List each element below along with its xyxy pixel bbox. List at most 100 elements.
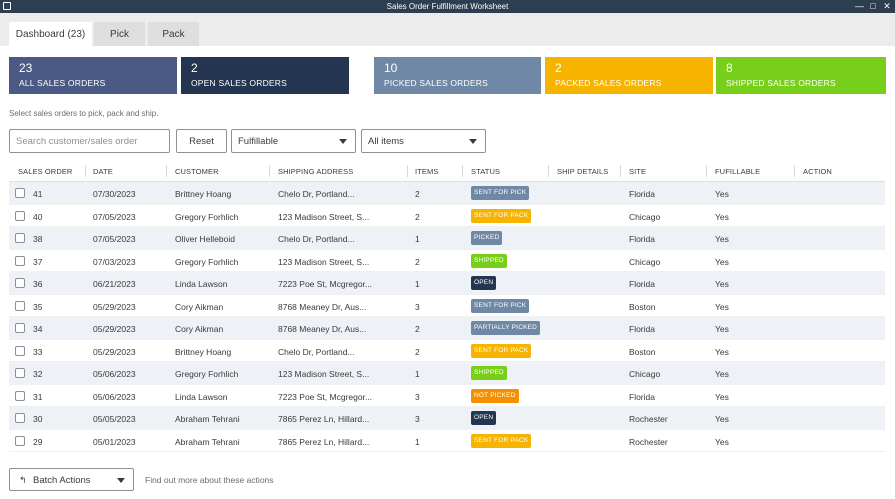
header-shipping-address[interactable]: SHIPPING ADDRESS [278, 167, 354, 176]
table-row[interactable]: 40 07/05/2023 Gregory Forhlich 123 Madis… [9, 205, 885, 227]
row-checkbox[interactable] [15, 278, 25, 288]
cell-fulfillable: Yes [715, 279, 729, 289]
table-row[interactable]: 31 05/06/2023 Linda Lawson 7223 Poe St, … [9, 385, 885, 407]
cell-fulfillable: Yes [715, 189, 729, 199]
cell-site: Chicago [629, 211, 661, 222]
column-divider[interactable] [794, 165, 795, 177]
minimize-icon[interactable]: — [855, 1, 864, 11]
header-action[interactable]: ACTION [803, 167, 832, 176]
card-open-sales-orders[interactable]: 2 OPEN SALES ORDERS [181, 57, 349, 94]
fulfillable-dropdown[interactable]: Fulfillable [231, 129, 356, 153]
reset-button[interactable]: Reset [176, 129, 227, 153]
card-all-sales-orders[interactable]: 23 ALL SALES ORDERS [9, 57, 177, 94]
cell-site: Florida [629, 279, 655, 289]
cell-fulfillable: Yes [715, 414, 729, 424]
card-count: 8 [726, 61, 733, 75]
column-divider[interactable] [620, 165, 621, 177]
table-row[interactable]: 38 07/05/2023 Oliver Helleboid Chelo Dr,… [9, 227, 885, 250]
table-row[interactable]: 34 05/29/2023 Cory Aikman 8768 Meaney Dr… [9, 317, 885, 340]
cell-items: 1 [415, 234, 420, 244]
header-sales-order[interactable]: SALES ORDER [18, 167, 73, 176]
column-divider[interactable] [269, 165, 270, 177]
cell-fulfillable: Yes [715, 211, 729, 222]
cell-date: 05/29/2023 [93, 301, 136, 312]
table-row[interactable]: 32 05/06/2023 Gregory Forhlich 123 Madis… [9, 362, 885, 385]
cell-date: 07/03/2023 [93, 256, 136, 267]
header-customer[interactable]: CUSTOMER [175, 167, 219, 176]
instructions-text: Select sales orders to pick, pack and sh… [9, 109, 159, 118]
maximize-icon[interactable]: □ [870, 1, 876, 11]
status-badge: SENT FOR PACK [471, 433, 532, 448]
row-checkbox[interactable] [15, 323, 25, 333]
table-row[interactable]: 37 07/03/2023 Gregory Forhlich 123 Madis… [9, 250, 885, 272]
column-divider[interactable] [85, 165, 86, 177]
window-controls: — □ ✕ [855, 0, 891, 13]
row-checkbox[interactable] [15, 255, 25, 266]
header-fulfillable[interactable]: FUFILLABLE [715, 167, 761, 176]
cell-items: 3 [415, 414, 420, 424]
column-divider[interactable] [462, 165, 463, 177]
cell-items: 2 [415, 256, 420, 267]
header-ship-details[interactable]: SHIP DETAILS [557, 167, 609, 176]
table-row[interactable]: 30 05/05/2023 Abraham Tehrani 7865 Perez… [9, 407, 885, 430]
cell-site: Florida [629, 234, 655, 244]
cell-fulfillable: Yes [715, 324, 729, 334]
search-input[interactable]: Search customer/sales order [9, 129, 170, 153]
card-count: 23 [19, 61, 33, 75]
cell-date: 05/29/2023 [93, 324, 136, 334]
table-row[interactable]: 41 07/30/2023 Brittney Hoang Chelo Dr, P… [9, 182, 885, 205]
table-row[interactable]: 35 05/29/2023 Cory Aikman 8768 Meaney Dr… [9, 295, 885, 317]
row-checkbox[interactable] [15, 435, 25, 446]
tab-dashboard[interactable]: Dashboard (23) [9, 22, 92, 46]
header-status[interactable]: STATUS [471, 167, 501, 176]
card-picked-sales-orders[interactable]: 10 PICKED SALES ORDERS [374, 57, 541, 94]
cell-customer: Gregory Forhlich [175, 369, 239, 379]
status-badge: PARTIALLY PICKED [471, 321, 541, 335]
learn-more-link[interactable]: Find out more about these actions [145, 475, 274, 485]
table-row[interactable]: 29 05/01/2023 Abraham Tehrani 7865 Perez… [9, 430, 885, 452]
cell-items: 3 [415, 301, 420, 312]
cell-customer: Linda Lawson [175, 279, 228, 289]
row-checkbox[interactable] [15, 300, 25, 311]
tab-pack[interactable]: Pack [148, 22, 199, 46]
card-packed-sales-orders[interactable]: 2 PACKED SALES ORDERS [545, 57, 713, 94]
row-checkbox[interactable] [15, 210, 25, 221]
column-divider[interactable] [407, 165, 408, 177]
cell-items: 2 [415, 324, 420, 334]
column-divider[interactable] [166, 165, 167, 177]
header-items[interactable]: ITEMS [415, 167, 439, 176]
row-checkbox[interactable] [15, 368, 25, 378]
card-shipped-sales-orders[interactable]: 8 SHIPPED SALES ORDERS [716, 57, 886, 94]
close-icon[interactable]: ✕ [883, 1, 891, 11]
row-checkbox[interactable] [15, 413, 25, 423]
cell-site: Boston [629, 301, 656, 312]
table-row[interactable]: 33 05/29/2023 Brittney Hoang Chelo Dr, P… [9, 340, 885, 362]
card-label: PACKED SALES ORDERS [555, 78, 662, 88]
row-checkbox[interactable] [15, 390, 25, 401]
status-badge: SHIPPED [471, 366, 507, 380]
column-divider[interactable] [706, 165, 707, 177]
cell-customer: Brittney Hoang [175, 346, 232, 357]
window-title: Sales Order Fulfillment Worksheet [386, 2, 509, 11]
header-site[interactable]: SITE [629, 167, 647, 176]
cell-items: 1 [415, 436, 420, 447]
row-checkbox[interactable] [15, 188, 25, 198]
cell-site: Chicago [629, 256, 661, 267]
cell-address: 8768 Meaney Dr, Aus... [278, 324, 367, 334]
cell-order: 37 [33, 256, 43, 267]
table-row[interactable]: 36 06/21/2023 Linda Lawson 7223 Poe St, … [9, 272, 885, 295]
header-date[interactable]: DATE [93, 167, 113, 176]
cell-customer: Brittney Hoang [175, 189, 232, 199]
tab-pick[interactable]: Pick [94, 22, 145, 46]
items-dropdown[interactable]: All items [361, 129, 486, 153]
status-badge: SENT FOR PICK [471, 298, 530, 313]
cell-customer: Gregory Forhlich [175, 211, 239, 222]
batch-actions-button[interactable]: ↰ Batch Actions [9, 468, 134, 491]
row-checkbox[interactable] [15, 345, 25, 356]
status-badge: NOT PICKED [471, 388, 519, 403]
title-bar: Sales Order Fulfillment Worksheet — □ ✕ [0, 0, 895, 13]
card-count: 2 [191, 61, 198, 75]
column-divider[interactable] [548, 165, 549, 177]
row-checkbox[interactable] [15, 233, 25, 243]
app-icon [3, 2, 11, 10]
